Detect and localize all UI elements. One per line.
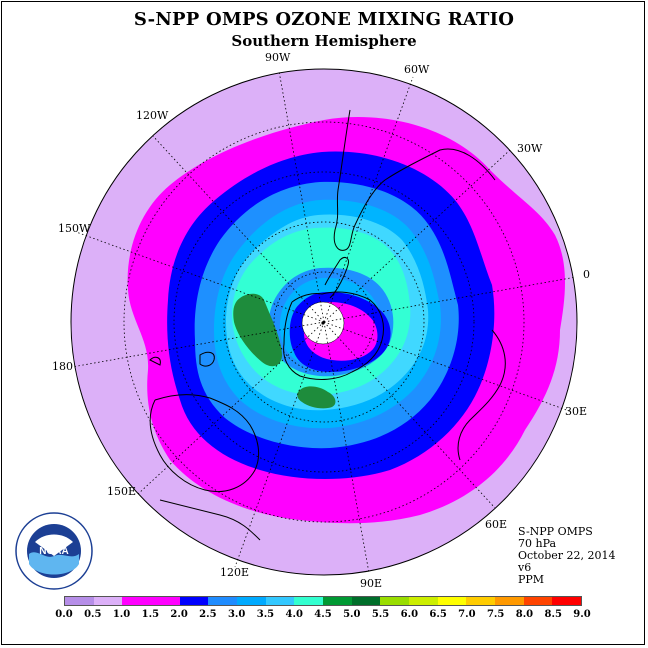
colorbar-tick-label: 8.5 — [544, 609, 562, 620]
colorbar-tick-label: 2.0 — [170, 609, 188, 620]
colorbar-tick-label: 8.0 — [515, 609, 534, 620]
coast-south-america — [333, 109, 496, 251]
chart-subtitle: Southern Hemisphere — [231, 32, 417, 50]
colorbar-swatch — [122, 597, 152, 605]
lon-label-120w: 120W — [136, 109, 169, 122]
noaa-logo-icon: NOAA — [15, 512, 93, 590]
colorbar-tick-label: 0.0 — [55, 609, 73, 620]
colorbar — [64, 596, 582, 606]
chart-title: S-NPP OMPS OZONE MIXING RATIO — [133, 9, 515, 30]
lon-label-180: 180 — [52, 360, 73, 373]
colorbar-tick-label: 1.0 — [112, 609, 131, 620]
info-block: S-NPP OMPS 70 hPa October 22, 2014 v6 PP… — [518, 526, 616, 586]
info-version: v6 — [518, 561, 532, 574]
colorbar-swatch — [552, 597, 582, 605]
colorbar-tick-label: 7.0 — [458, 609, 476, 620]
colorbar-swatch — [323, 597, 352, 605]
logo-text: NOAA — [39, 546, 68, 557]
colorbar-tick-label: 4.0 — [285, 609, 303, 620]
colorbar-tick-label: 3.0 — [227, 609, 246, 620]
colorbar-swatch — [409, 597, 438, 605]
info-date: October 22, 2014 — [518, 549, 616, 562]
colorbar-swatch — [523, 597, 553, 605]
colorbar-swatch — [294, 597, 324, 605]
lon-label-90w: 90W — [265, 51, 291, 64]
colorbar-swatch — [65, 597, 94, 605]
colorbar-tick-label: 5.0 — [343, 609, 361, 620]
info-level: 70 hPa — [518, 537, 557, 550]
coastlines — [149, 109, 506, 541]
lon-label-60w: 60W — [404, 63, 430, 76]
colorbar-swatch — [437, 597, 467, 605]
colorbar-swatch — [380, 597, 410, 605]
info-units: PPM — [518, 573, 545, 586]
colorbar-swatch — [208, 597, 238, 605]
green-patch-south — [297, 386, 336, 409]
pole-dot — [321, 321, 325, 325]
colorbar-swatch — [179, 597, 209, 605]
lon-label-90e: 90E — [360, 577, 382, 590]
colorbar-swatch — [93, 597, 123, 605]
coast-antarctic-peninsula — [324, 257, 349, 299]
coast-new-zealand — [149, 351, 215, 367]
colorbar-tick-label: 1.5 — [141, 609, 160, 620]
lon-label-30w: 30W — [517, 142, 543, 155]
colorbar-swatch — [466, 597, 496, 605]
graticule — [71, 70, 577, 574]
colorbar-ticks: 0.0 0.5 1.0 1.5 2.0 2.5 3.0 3.5 4.0 4.5 5.0 5.5 6.0 6… — [55, 609, 590, 623]
colorbar-tick-label: 7.5 — [486, 609, 505, 620]
colorbar-tick-label: 6.0 — [400, 609, 419, 620]
colorbar-swatch — [237, 597, 266, 605]
info-instrument: S-NPP OMPS — [518, 525, 593, 538]
lon-label-150e: 150E — [107, 485, 136, 498]
colorbar-swatch — [351, 597, 381, 605]
colorbar-tick-label: 4.5 — [314, 609, 332, 620]
colorbar-swatch — [495, 597, 524, 605]
green-patch-west — [233, 293, 282, 367]
lon-label-150w: 150W — [58, 222, 91, 235]
lon-label-30e: 30E — [565, 405, 587, 418]
coast-africa — [457, 329, 506, 461]
coast-australia — [149, 394, 260, 493]
lon-label-60e: 60E — [485, 518, 507, 531]
lon-label-0: 0 — [583, 268, 590, 281]
colorbar-tick-label: 0.5 — [84, 609, 102, 620]
colorbar-swatch — [265, 597, 295, 605]
colorbar-tick-label: 5.5 — [371, 609, 390, 620]
coast-indonesia — [159, 499, 261, 541]
coast-antarctica — [283, 291, 384, 380]
lon-label-120e: 120E — [220, 566, 249, 579]
colorbar-swatch — [151, 597, 180, 605]
colorbar-tick-label: 6.5 — [429, 609, 447, 620]
colorbar-tick-label: 9.0 — [573, 609, 591, 620]
colorbar-tick-label: 2.5 — [199, 609, 217, 620]
colorbar-tick-label: 3.5 — [256, 609, 275, 620]
